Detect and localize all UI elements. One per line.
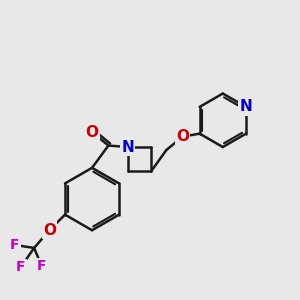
- Text: F: F: [16, 260, 26, 274]
- Text: O: O: [85, 125, 98, 140]
- Text: N: N: [121, 140, 134, 154]
- Text: N: N: [240, 99, 252, 114]
- Text: F: F: [37, 259, 46, 273]
- Text: O: O: [176, 129, 189, 144]
- Text: O: O: [43, 223, 56, 238]
- Text: F: F: [10, 238, 20, 252]
